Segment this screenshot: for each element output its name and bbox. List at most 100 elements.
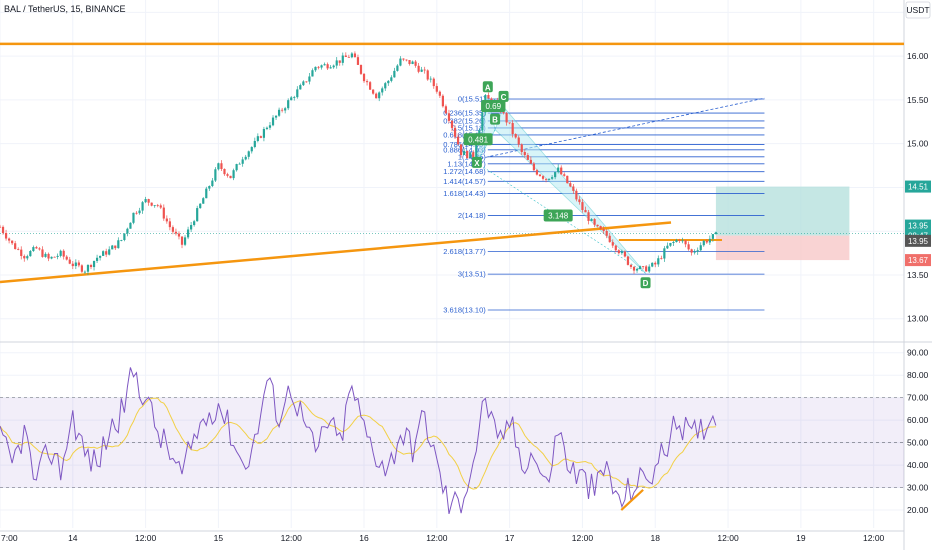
candle-body (693, 251, 696, 253)
candle-body (705, 240, 708, 243)
time-tick-label: 14 (68, 533, 78, 543)
candle-body (681, 240, 684, 242)
candle-body (41, 249, 44, 257)
price-label-badge (905, 254, 931, 267)
candle-body (56, 255, 59, 257)
candle-body (599, 226, 602, 230)
candle-body (469, 152, 472, 158)
candle-body (117, 240, 120, 249)
candle-body (378, 92, 381, 99)
candle-body (329, 67, 332, 69)
candle-body (554, 172, 557, 178)
symbol-title[interactable]: BAL / TetherUS, 15, BINANCE (4, 4, 126, 14)
candle-body (696, 250, 699, 252)
fib-level-label: 3(13.51) (458, 270, 486, 279)
candle-body (262, 128, 266, 138)
candle-body (362, 73, 366, 82)
candle-body (141, 202, 144, 211)
candle-body (626, 256, 630, 265)
price-label-badge (905, 180, 931, 193)
candle-body (505, 113, 508, 123)
position-box[interactable] (0, 186, 904, 261)
candle-body (86, 264, 90, 272)
candle-body (632, 266, 636, 271)
rsi-tick-label: 20.00 (907, 505, 929, 515)
candle-body (566, 175, 569, 184)
candle-body (699, 245, 702, 251)
harmonic-pattern[interactable] (476, 97, 646, 274)
candle-body (557, 167, 560, 173)
candle-body (587, 212, 590, 221)
candle-body (638, 266, 642, 269)
candle-body (532, 163, 536, 171)
candle-body (23, 256, 26, 259)
candle-body (368, 82, 372, 90)
candle-body (50, 256, 53, 259)
pattern-points[interactable]: X A B C D 0.481 0.69 3.148 (463, 81, 651, 289)
rsi-tick-label: 40.00 (907, 460, 929, 470)
candle-body (144, 199, 147, 203)
rsi-tick-label: 90.00 (907, 348, 929, 358)
price-tick-label: 13.00 (907, 314, 929, 324)
candle-body (150, 202, 153, 206)
candle-body (614, 245, 617, 251)
candle-body (165, 218, 168, 222)
candle-body (702, 240, 705, 246)
fib-level-label: 0.236(15.35) (443, 109, 486, 118)
candle-body (74, 262, 77, 267)
candle-body (235, 164, 238, 171)
candle-body (214, 169, 217, 181)
candle-body (274, 115, 278, 118)
candle-body (317, 66, 320, 68)
candle-body (111, 245, 114, 250)
candle-body (247, 151, 250, 157)
candle-body (99, 255, 102, 258)
candle-body (526, 155, 529, 160)
candle-body (196, 208, 199, 222)
time-tick-label: 12:00 (863, 533, 885, 543)
candle-body (202, 198, 205, 204)
candle-body (453, 127, 457, 137)
candle-body (323, 64, 326, 66)
time-tick-label: 12:00 (135, 533, 157, 543)
time-tick-label: 12:00 (717, 533, 739, 543)
price-axis[interactable]: 16.5016.0015.5015.0014.5014.0013.5013.00… (905, 1, 931, 515)
candle-body (359, 64, 363, 74)
candle-body (466, 150, 469, 158)
candle-body (420, 69, 423, 72)
candle-body (356, 57, 360, 65)
fib-level-label: 0.886(14.93) (443, 145, 486, 154)
trend-lines[interactable] (0, 42, 904, 284)
candle-body (353, 53, 357, 58)
price-tick-label: 15.50 (907, 95, 929, 105)
fib-extension[interactable]: 0(15.51) 0.236(15.35)0.382(15.26)0.5(15.1… (443, 95, 765, 315)
candle-body (460, 144, 463, 155)
candle-body (344, 55, 347, 57)
candle-body (629, 264, 633, 267)
candle-body (456, 136, 460, 145)
time-axis[interactable]: 7:00 14 12:00 15 12:00 16 12:00 17 12:00 18 12:00 1… (1, 533, 885, 543)
candle-body (560, 167, 563, 175)
candle-body (217, 163, 220, 170)
candle-body (95, 257, 99, 261)
price-label-text: 13.95 (908, 222, 929, 231)
candle-body (350, 53, 353, 58)
pattern-point-b (490, 113, 501, 125)
candle-body (238, 163, 241, 165)
candle-body (450, 120, 454, 128)
candle-body (126, 228, 129, 234)
candle-body (308, 76, 311, 82)
candle-body (687, 244, 690, 250)
candle-body (123, 233, 126, 241)
time-tick-label: 16 (359, 533, 369, 543)
time-tick-label: 12:00 (572, 533, 594, 543)
candle-body (426, 70, 429, 80)
candle-body (529, 159, 532, 164)
pattern-point-label: X (474, 159, 480, 168)
candle-body (229, 175, 232, 179)
candle-body (120, 240, 123, 241)
candle-body (147, 199, 150, 203)
candle-body (651, 262, 654, 267)
candle-body (293, 97, 296, 98)
